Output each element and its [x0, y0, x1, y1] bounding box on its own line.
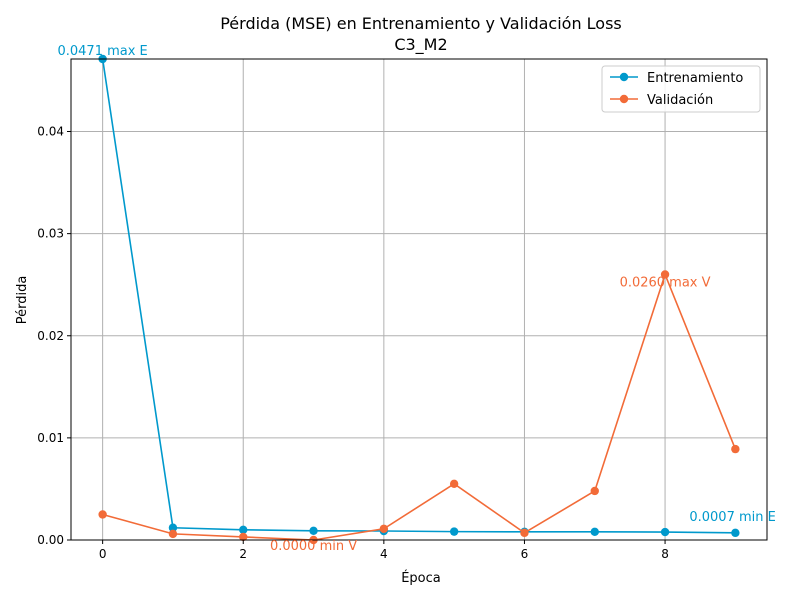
chart-title-line2: C3_M2 — [394, 35, 447, 55]
series-2-point — [239, 532, 248, 542]
y-tick-label: 0.04 — [37, 125, 64, 139]
x-tick-label: 4 — [380, 547, 388, 561]
x-tick-label: 6 — [521, 547, 529, 561]
grid-lines — [71, 59, 767, 541]
series-line-2 — [102, 272, 737, 541]
x-tick-label: 0 — [99, 547, 107, 561]
y-tick-label: 0.01 — [37, 431, 64, 445]
y-tick-label: 0.00 — [37, 533, 64, 547]
axis-ticks: 0 2 4 6 8 0.00 0.01 0.02 0.03 0.04 — [37, 125, 669, 561]
series-2-point — [520, 528, 529, 538]
legend-marker-2 — [619, 94, 629, 104]
annotation-label: 0.0007 min E — [689, 510, 775, 525]
x-axis-label: Época — [401, 570, 441, 586]
series-line-1 — [101, 58, 736, 534]
annotations: 0.0471 max E 0.0007 min E 0.0260 max V 0.00… — [57, 44, 775, 554]
series-1-point — [449, 527, 459, 536]
legend-box — [601, 65, 761, 113]
series-1-point — [731, 528, 740, 538]
legend-label-2: Validación — [647, 93, 713, 108]
series-1-point — [168, 523, 178, 532]
y-tick-label: 0.03 — [37, 227, 64, 241]
x-tick-label: 2 — [239, 547, 247, 561]
chart-title-line1: Pérdida (MSE) en Entrenamiento y Validac… — [220, 14, 622, 33]
series-2-point — [660, 270, 670, 279]
series-2-point — [379, 524, 389, 533]
y-axis-label: Pérdida — [15, 276, 30, 325]
series-2-point — [98, 510, 107, 519]
series-2-point — [168, 529, 178, 539]
legend-marker-1 — [619, 72, 629, 82]
series-1-point — [309, 526, 318, 536]
legend-label-1: Entrenamiento — [647, 71, 743, 86]
series-1-point — [590, 527, 599, 537]
y-tick-label: 0.02 — [37, 329, 64, 343]
series-layer — [98, 54, 740, 545]
legend: Entrenamiento Validación — [601, 65, 761, 113]
series-2-point — [590, 486, 599, 496]
x-tick-label: 8 — [661, 547, 669, 561]
series-2-point — [449, 479, 459, 489]
annotation-label: 0.0260 max V — [620, 275, 711, 290]
series-1-point — [660, 527, 670, 537]
series-1-point — [239, 525, 248, 534]
series-2-point — [731, 444, 740, 454]
annotation-label: 0.0471 max E — [57, 44, 147, 59]
annotation-label: 0.0000 min V — [270, 539, 357, 554]
plot-frame — [70, 58, 768, 541]
